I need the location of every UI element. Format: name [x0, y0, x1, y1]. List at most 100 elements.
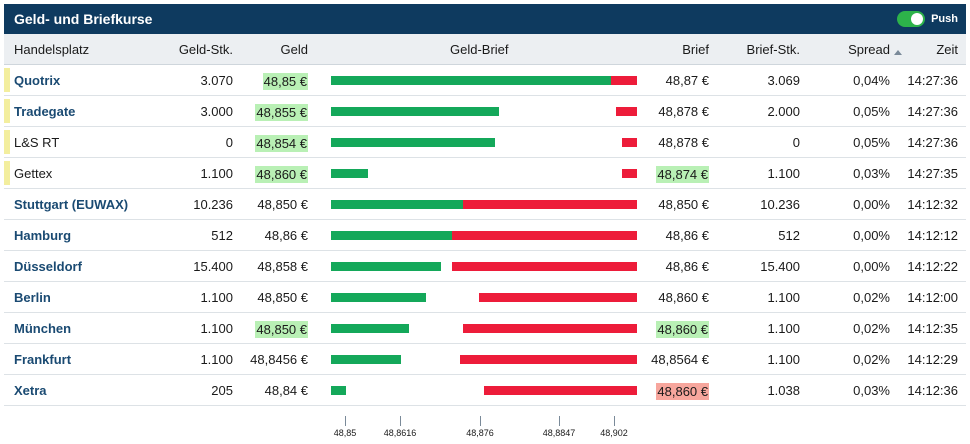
row-brief: 48,860 €: [656, 321, 709, 338]
row-spread: 0,02%: [853, 352, 890, 367]
table-row[interactable]: München 1.100 48,850 € 48,860 € 1.100 0,02% 14…: [4, 313, 966, 344]
col-handelsplatz[interactable]: Handelsplatz: [14, 42, 90, 57]
table-row[interactable]: Xetra 205 48,84 € 48,860 € 1.038 0,03% 14:12:3…: [4, 375, 966, 406]
axis-tick: [400, 416, 401, 426]
col-zeit[interactable]: Zeit: [936, 42, 958, 57]
row-place[interactable]: Hamburg: [14, 228, 72, 243]
ask-bar: [484, 386, 637, 395]
row-brief-stk: 512: [778, 228, 800, 243]
bid-bar: [331, 355, 401, 364]
ask-bar: [452, 231, 637, 240]
sort-asc-icon: [894, 50, 902, 55]
col-spread[interactable]: Spread: [848, 42, 902, 57]
row-zeit: 14:12:00: [907, 290, 958, 305]
row-brief-stk: 1.100: [767, 290, 800, 305]
row-marker: [4, 68, 10, 92]
row-place[interactable]: Xetra: [14, 383, 47, 398]
ask-bar: [452, 262, 637, 271]
row-spread: 0,02%: [853, 321, 890, 336]
row-brief: 48,86 €: [665, 228, 709, 243]
row-marker: [4, 99, 10, 123]
axis-tick-label: 48,85: [333, 428, 357, 438]
table-row[interactable]: Frankfurt 1.100 48,8456 € 48,8564 € 1.100 0,0…: [4, 344, 966, 375]
row-spread: 0,00%: [853, 259, 890, 274]
row-geld: 48,85 €: [262, 73, 308, 90]
row-zeit: 14:12:36: [907, 383, 958, 398]
row-brief: 48,850 €: [658, 197, 709, 212]
axis-tick-label: 48,902: [600, 428, 628, 438]
row-spread: 0,04%: [853, 73, 890, 88]
row-brief: 48,878 €: [658, 104, 709, 119]
row-geld-stk: 1.100: [200, 166, 233, 181]
row-brief: 48,8564 €: [651, 352, 709, 367]
push-toggle[interactable]: [897, 11, 926, 27]
row-geld: 48,850 €: [257, 290, 308, 305]
row-zeit: 14:12:35: [907, 321, 958, 336]
row-zeit: 14:12:29: [907, 352, 958, 367]
panel-title: Geld- und Briefkurse: [14, 11, 153, 27]
col-geld-stk[interactable]: Geld-Stk.: [178, 42, 233, 57]
col-brief[interactable]: Brief: [682, 42, 709, 57]
bid-bar: [331, 138, 495, 147]
bid-bar: [331, 324, 409, 333]
row-geld: 48,850 €: [257, 197, 308, 212]
row-zeit: 14:27:36: [907, 104, 958, 119]
row-brief-stk: 1.100: [767, 166, 800, 181]
col-spread-label: Spread: [848, 42, 890, 57]
push-control[interactable]: Push: [897, 11, 958, 27]
row-place[interactable]: Berlin: [14, 290, 51, 305]
row-brief-stk: 1.100: [767, 321, 800, 336]
push-label: Push: [931, 13, 958, 25]
row-geld: 48,850 €: [255, 321, 308, 338]
row-marker: [4, 161, 10, 185]
table-row[interactable]: Hamburg 512 48,86 € 48,86 € 512 0,00% 14:12:12: [4, 220, 966, 251]
axis-tick-label: 48,8847: [542, 428, 576, 438]
row-geld-stk: 10.236: [193, 197, 233, 212]
row-brief: 48,860 €: [656, 383, 709, 400]
ask-bar: [622, 138, 637, 147]
row-geld: 48,8456 €: [250, 352, 308, 367]
row-zeit: 14:12:22: [907, 259, 958, 274]
row-place[interactable]: Quotrix: [14, 73, 61, 88]
table-row[interactable]: Stuttgart (EUWAX) 10.236 48,850 € 48,850 € 1…: [4, 189, 966, 220]
ask-bar: [616, 107, 637, 116]
table-row[interactable]: Düsseldorf 15.400 48,858 € 48,86 € 15.400 0,0…: [4, 251, 966, 282]
table-row[interactable]: Gettex 1.100 48,860 € 48,874 € 1.100 0,03% 14:…: [4, 158, 966, 189]
row-place[interactable]: Frankfurt: [14, 352, 72, 367]
table-header: Handelsplatz Geld-Stk. Geld Geld-Brief B…: [4, 34, 966, 65]
table-row[interactable]: Tradegate 3.000 48,855 € 48,878 € 2.000 0,05%…: [4, 96, 966, 127]
bid-bar: [331, 293, 426, 302]
row-place[interactable]: München: [14, 321, 72, 336]
row-brief-stk: 1.038: [767, 383, 800, 398]
row-brief: 48,86 €: [665, 259, 709, 274]
row-geld-stk: 0: [225, 135, 233, 150]
row-geld-stk: 3.070: [200, 73, 233, 88]
row-place[interactable]: Düsseldorf: [14, 259, 82, 274]
col-geld[interactable]: Geld: [280, 42, 308, 57]
row-spread: 0,00%: [853, 197, 890, 212]
row-brief: 48,874 €: [656, 166, 709, 183]
ask-bar: [463, 200, 637, 209]
table-row[interactable]: Quotrix 3.070 48,85 € 48,87 € 3.069 0,04% 14:2…: [4, 65, 966, 96]
axis-tick: [559, 416, 560, 426]
row-brief-stk: 15.400: [760, 259, 800, 274]
row-brief-stk: 3.069: [767, 73, 800, 88]
row-spread: 0,05%: [853, 104, 890, 119]
table-row[interactable]: L&S RT 0 48,854 € 48,878 € 0 0,05% 14:27:36: [4, 127, 966, 158]
row-place[interactable]: Stuttgart (EUWAX): [14, 197, 129, 212]
row-place[interactable]: Tradegate: [14, 104, 76, 119]
row-zeit: 14:12:12: [907, 228, 958, 243]
row-spread: 0,00%: [853, 228, 890, 243]
axis-tick: [345, 416, 346, 426]
bid-bar: [331, 386, 346, 395]
bid-bar: [331, 76, 611, 85]
table-row[interactable]: Berlin 1.100 48,850 € 48,860 € 1.100 0,02% 14:…: [4, 282, 966, 313]
axis-tick: [480, 416, 481, 426]
row-brief-stk: 0: [792, 135, 800, 150]
row-geld-stk: 205: [211, 383, 233, 398]
ask-bar: [622, 169, 637, 178]
row-marker: [4, 130, 10, 154]
col-geld-brief[interactable]: Geld-Brief: [450, 42, 509, 57]
col-brief-stk[interactable]: Brief-Stk.: [746, 42, 800, 57]
row-spread: 0,02%: [853, 290, 890, 305]
